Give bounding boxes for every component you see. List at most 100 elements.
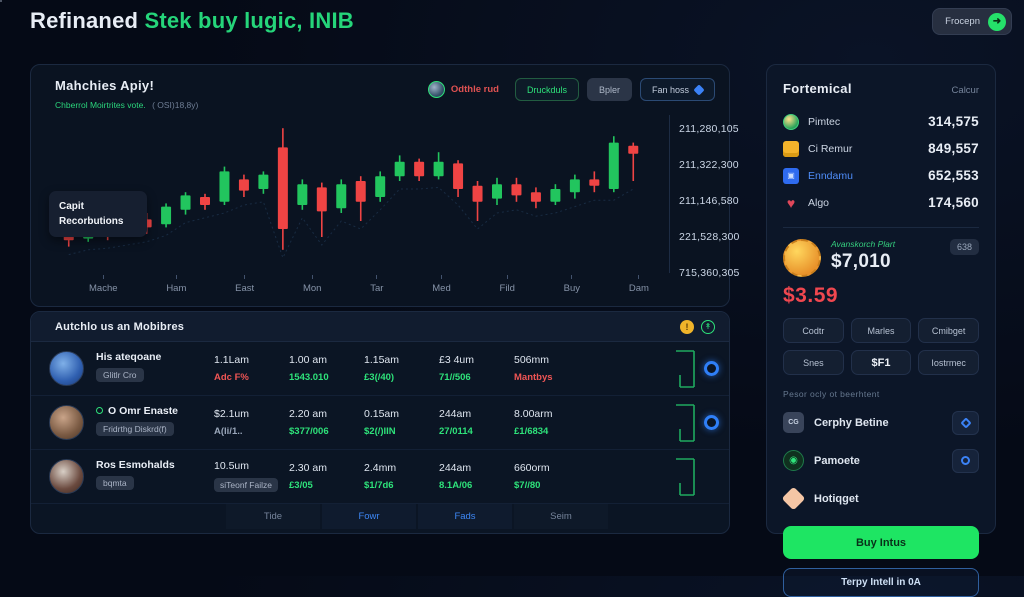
tooltip-line2: Recorbutions bbox=[59, 216, 124, 227]
chart-subtitle: Chberrol Moirtrites vote. ( OSI)18,8y) bbox=[55, 100, 198, 110]
cell-top-value: 8.00arm bbox=[514, 408, 553, 420]
tab-fads[interactable]: Fads bbox=[418, 504, 512, 529]
trend-step-icon bbox=[676, 349, 695, 388]
chart-subtitle-text: Chberrol Moirtrites vote. bbox=[55, 100, 146, 110]
value-cell: 660orm $7//80 bbox=[514, 462, 589, 491]
setting-control-button[interactable] bbox=[952, 410, 979, 435]
quick-actions-grid: Codtr Marles Cmibget Snes $F1 Iostrmec bbox=[783, 318, 979, 375]
cell-top-value: 1.15am bbox=[364, 354, 400, 366]
cell-top-value: 244am bbox=[439, 408, 472, 420]
cell-top-value: £3 4um bbox=[439, 354, 475, 366]
cell-top-value: 2.30 am bbox=[289, 462, 327, 474]
stat-row-algo[interactable]: ♥ Algo 174,560 bbox=[783, 189, 979, 216]
table-row[interactable]: Ros Esmohalds bqmta 10.5um siTeonf Failze 2.… bbox=[31, 450, 729, 504]
row-action-icon[interactable] bbox=[704, 361, 719, 376]
heart-red-icon: ♥ bbox=[786, 194, 796, 211]
y-axis-label: 211,280,105 bbox=[679, 123, 739, 135]
toolbar-button-label: Fan hoss bbox=[651, 84, 689, 95]
grid-button-marles[interactable]: Marles bbox=[850, 318, 912, 343]
cell-top-value: 0.15am bbox=[364, 408, 400, 420]
setting-control-button[interactable] bbox=[952, 448, 979, 473]
watchlist-rows: His ateqoane Glitlr Cro 1.1Lam Adc F% 1.00 a… bbox=[31, 342, 729, 504]
asset-badge: 638 bbox=[949, 239, 979, 255]
watchlist-header: Autchlo us an Mobibres ! ↟ bbox=[31, 312, 729, 342]
y-axis-label: 211,322,300 bbox=[679, 159, 739, 171]
setting-row-hotiqget[interactable]: Hotiqget bbox=[781, 484, 979, 513]
tab-tide[interactable]: Tide bbox=[226, 504, 320, 529]
cell-top-value: 244am bbox=[439, 462, 472, 474]
candlestick-chart[interactable] bbox=[59, 109, 643, 271]
chart-title: Mahchies Apiy! bbox=[55, 78, 155, 93]
alert-icon[interactable]: ! bbox=[680, 319, 694, 334]
value-cell: 8.00arm £1/6834 bbox=[514, 408, 589, 437]
row-name: Ros Esmohalds bbox=[96, 459, 214, 471]
value-cell: 0.15am $2(/)IIN bbox=[364, 408, 439, 437]
status-dot-icon bbox=[96, 407, 103, 414]
toolbar-button-fan-hoss[interactable]: Fan hoss bbox=[639, 78, 715, 101]
cell-bottom-value: siTeonf Failze bbox=[214, 478, 278, 492]
grid-button-iostrmec[interactable]: Iostrmec bbox=[918, 350, 979, 375]
setting-row-pamoete[interactable]: ◉ Pamoete bbox=[783, 446, 979, 475]
settings-list: CG Cerphy Betine ◉ Pamoete Hotiqget bbox=[781, 408, 979, 513]
x-axis-label: Mon bbox=[303, 275, 321, 294]
value-cell: 244am 8.1A/06 bbox=[439, 462, 514, 491]
asset-value: $7,010 bbox=[831, 251, 891, 272]
value-cell: $2.1um A(li/1.. bbox=[214, 408, 289, 437]
row-name-cell: Ros Esmohalds bqmta bbox=[96, 459, 214, 495]
stat-value: 314,575 bbox=[928, 114, 979, 129]
value-cell: 244am 27/0114 bbox=[439, 408, 514, 437]
table-row[interactable]: His ateqoane Glitlr Cro 1.1Lam Adc F% 1.00 a… bbox=[31, 342, 729, 396]
stat-value: 174,560 bbox=[928, 195, 979, 210]
cell-bottom-value: 8.1A/06 bbox=[439, 480, 473, 491]
value-cell: £3 4um 71//506 bbox=[439, 354, 514, 383]
header-action-label: Frocepn bbox=[945, 16, 980, 27]
value-cell: 10.5um siTeonf Failze bbox=[214, 460, 289, 493]
watchlist-title: Autchlo us an Mobibres bbox=[55, 320, 185, 333]
value-cell: 2.30 am £3/05 bbox=[289, 462, 364, 491]
row-name: O Omr Enaste bbox=[96, 405, 214, 417]
stat-row-pimtec[interactable]: Pimtec 314,575 bbox=[783, 108, 979, 135]
row-name-text: His ateqoane bbox=[96, 350, 162, 363]
grid-button-cmibget[interactable]: Cmibget bbox=[918, 318, 979, 343]
tab-fowr[interactable]: Fowr bbox=[322, 504, 416, 529]
setting-row-cerphy-betine[interactable]: CG Cerphy Betine bbox=[783, 408, 979, 437]
value-cell: 1.00 am 1543.010 bbox=[289, 354, 364, 383]
tab-seim[interactable]: Seim bbox=[514, 504, 608, 529]
value-cell: 2.20 am $377/006 bbox=[289, 408, 364, 437]
refresh-icon[interactable]: ↟ bbox=[701, 319, 715, 334]
secondary-action-button[interactable]: Terpy Intell in 0A bbox=[783, 568, 979, 597]
cell-bottom-value: Adc F% bbox=[214, 372, 249, 383]
grid-button-f1[interactable]: $F1 bbox=[850, 350, 912, 375]
stat-row-ci-remur[interactable]: Ci Remur 849,557 bbox=[783, 135, 979, 162]
row-avatar bbox=[49, 351, 84, 386]
sidebar-title: Fortemical bbox=[783, 81, 852, 96]
x-axis-label: Buy bbox=[564, 275, 580, 294]
stat-value: 849,557 bbox=[928, 141, 979, 156]
toolbar-button-label: Druckduls bbox=[526, 84, 567, 95]
cell-top-value: $2.1um bbox=[214, 408, 250, 420]
grid-button-codtr[interactable]: Codtr bbox=[783, 318, 844, 343]
row-action-icon[interactable] bbox=[704, 415, 719, 430]
cell-bottom-value: 71//506 bbox=[439, 372, 471, 383]
y-axis-labels: 211,280,105 211,322,300 211,146,580 221,528… bbox=[679, 65, 759, 308]
chart-toolbar: Druckduls Bpler Fan hoss bbox=[514, 78, 715, 101]
setting-label: Hotiqget bbox=[814, 492, 859, 505]
y-axis-label: 715,360,305 bbox=[679, 267, 740, 279]
trend-step-icon bbox=[676, 457, 695, 496]
header-action-button[interactable]: Frocepn ➜ bbox=[932, 8, 1012, 35]
x-axis-label: Fild bbox=[500, 275, 515, 294]
sidebar-action-link[interactable]: Calcur bbox=[951, 85, 979, 96]
arrow-right-icon: ➜ bbox=[988, 12, 1006, 31]
value-cell: 1.1Lam Adc F% bbox=[214, 354, 289, 383]
stat-row-enndamu[interactable]: ▣ Enndamu 652,553 bbox=[783, 162, 979, 189]
grid-button-snes[interactable]: Snes bbox=[783, 350, 844, 375]
buy-button[interactable]: Buy Intus bbox=[783, 526, 979, 559]
x-axis-label: Mache bbox=[89, 275, 118, 294]
cell-bottom-value: £3(/40) bbox=[364, 372, 395, 383]
value-cell: 1.15am £3(/40) bbox=[364, 354, 439, 383]
toolbar-button-druckduls[interactable]: Druckduls bbox=[514, 78, 579, 101]
table-row[interactable]: O Omr Enaste Fridrthg Diskrd(f) $2.1um A(li… bbox=[31, 396, 729, 450]
diamond-icon bbox=[959, 416, 972, 429]
toolbar-button-bpler[interactable]: Bpler bbox=[586, 78, 632, 101]
trader-chip[interactable]: Odthle rud bbox=[427, 81, 499, 98]
